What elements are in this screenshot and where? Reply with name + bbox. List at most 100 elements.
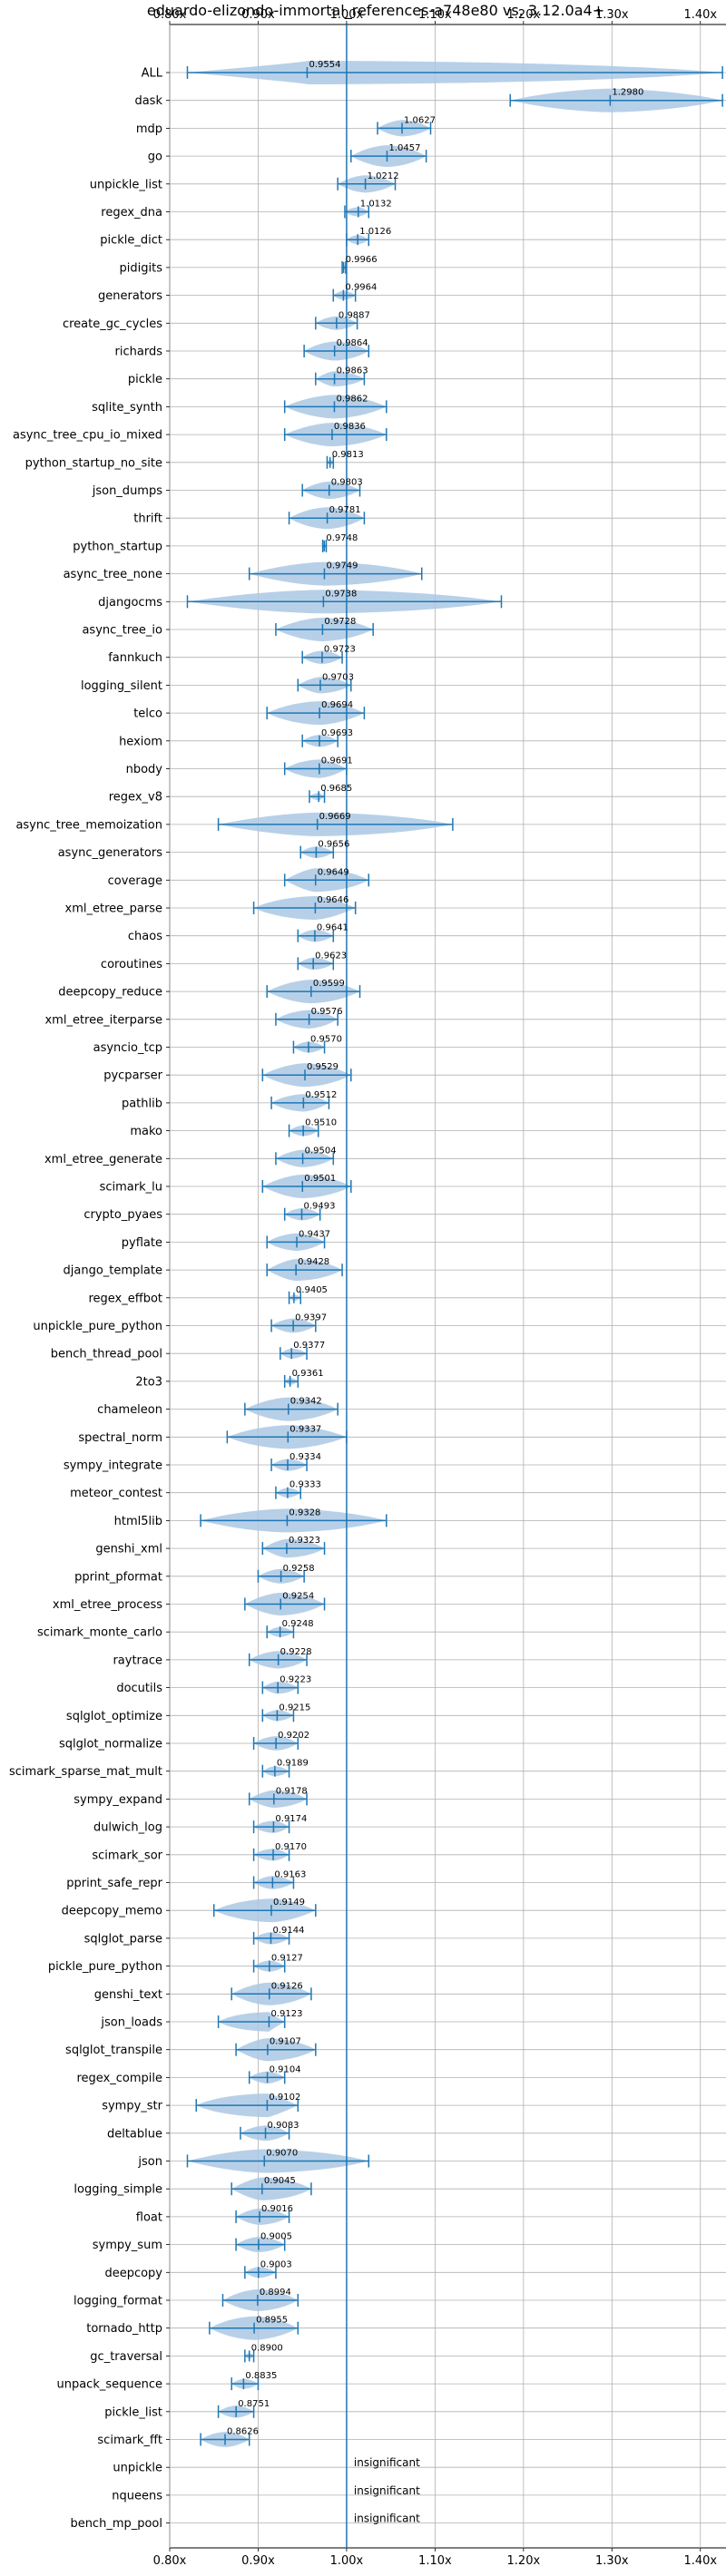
value-label: 0.9170 <box>275 1842 307 1852</box>
value-label: 0.8900 <box>251 2343 283 2353</box>
x-tick-label-bottom: 0.90x <box>241 2554 275 2568</box>
value-labels: 0.9554 1.2980 1.0627 1.0457 1.0212 1.0132 1.01… <box>227 60 643 2525</box>
y-label: xml_etree_generate <box>44 1153 162 1166</box>
value-label: 1.0132 <box>360 200 392 210</box>
value-label: 0.9781 <box>329 505 361 515</box>
value-label: 0.9189 <box>277 1759 309 1769</box>
value-label: 0.9510 <box>305 1118 337 1128</box>
y-label: ALL <box>142 67 163 81</box>
y-label: tornado_http <box>86 2322 162 2336</box>
y-label: logging_simple <box>74 2183 162 2197</box>
y-label: scimark_fft <box>97 2434 162 2447</box>
y-label: scimark_lu <box>100 1181 162 1195</box>
y-label: regex_effbot <box>88 1292 162 1305</box>
value-label: 0.9813 <box>332 450 364 460</box>
y-label: pycparser <box>103 1069 162 1083</box>
y-label: deepcopy <box>104 2267 162 2280</box>
value-label: 0.9215 <box>279 1703 310 1712</box>
value-label: 0.9576 <box>311 1007 343 1017</box>
y-label: async_tree_none <box>64 568 162 581</box>
value-label: 0.9361 <box>292 1369 324 1379</box>
y-label: deepcopy_memo <box>62 1905 162 1918</box>
y-label: dulwich_log <box>93 1821 162 1835</box>
value-label: 0.9512 <box>305 1090 337 1100</box>
y-label: nqueens <box>112 2489 162 2503</box>
y-label: thrift <box>133 512 162 526</box>
y-label: async_tree_cpu_io_mixed <box>13 429 162 443</box>
value-label: 0.8626 <box>227 2427 259 2437</box>
y-label: async_tree_memoization <box>15 818 162 832</box>
value-label: 0.9104 <box>270 2064 301 2074</box>
value-label: 0.9863 <box>337 366 368 376</box>
value-label: 0.9748 <box>326 533 358 543</box>
value-label: 0.9016 <box>261 2204 293 2214</box>
y-label: async_generators <box>58 846 163 860</box>
x-tick-label-top: 1.20x <box>507 8 541 22</box>
y-label: generators <box>98 289 162 303</box>
y-label: nbody <box>126 763 163 776</box>
value-label: 1.0212 <box>368 171 399 181</box>
value-label: 0.9163 <box>274 1870 306 1880</box>
value-label: 0.9529 <box>307 1062 338 1072</box>
value-label: 0.9178 <box>276 1786 308 1796</box>
y-label: telco <box>133 707 162 721</box>
value-label: 0.9703 <box>322 672 354 682</box>
y-axis-labels: ALL dask mdp go unpickle_list regex_dnapickle… <box>9 67 170 2531</box>
x-tick-label-top: 0.80x <box>153 8 187 22</box>
y-label: unpickle <box>113 2462 162 2475</box>
value-label: 1.2980 <box>612 88 643 98</box>
value-label: 0.9493 <box>304 1202 336 1212</box>
y-label: docutils <box>116 1682 162 1695</box>
value-label: 0.9649 <box>318 867 349 877</box>
value-label: 0.9127 <box>271 1954 303 1964</box>
y-label: sqlglot_parse <box>84 1932 162 1946</box>
value-label: 0.9258 <box>283 1564 315 1574</box>
y-label: xml_etree_parse <box>65 903 162 916</box>
y-label: deepcopy_reduce <box>58 986 162 1000</box>
y-label: sqlite_synth <box>92 401 162 415</box>
value-label: 0.9669 <box>319 812 351 822</box>
x-axis-ticks: 0.80x 0.80x 0.90x 0.90x 1.00x 1.00x 1.10x 1.10x… <box>153 8 718 2568</box>
y-label: sympy_expand <box>74 1793 162 1807</box>
value-label: 0.9083 <box>268 2121 299 2131</box>
value-label: 0.9045 <box>264 2176 296 2186</box>
y-label: sympy_integrate <box>64 1459 162 1473</box>
value-label: 0.9694 <box>321 700 353 710</box>
value-label: 0.9070 <box>266 2149 298 2159</box>
value-label: 1.0457 <box>388 143 420 153</box>
x-tick-label-bottom: 1.30x <box>595 2554 629 2568</box>
x-tick-label-top: 1.30x <box>595 8 629 22</box>
y-label: hexiom <box>119 735 162 748</box>
value-label: 0.9149 <box>273 1898 305 1908</box>
value-label: 1.0126 <box>359 227 391 237</box>
y-label: async_tree_io <box>82 624 162 638</box>
y-label: sqlglot_transpile <box>65 2044 162 2057</box>
value-label: 0.8955 <box>256 2316 288 2326</box>
value-label: 0.8835 <box>245 2371 277 2381</box>
value-label: 0.9728 <box>324 617 356 627</box>
value-label: 0.9887 <box>338 310 370 320</box>
value-label: 0.9749 <box>326 561 358 571</box>
value-label: 0.9966 <box>346 255 378 265</box>
x-tick-label-top: 1.40x <box>683 8 717 22</box>
y-label: sqlglot_optimize <box>66 1710 162 1723</box>
value-label: 0.9405 <box>296 1285 328 1295</box>
y-label: scimark_sor <box>92 1849 162 1862</box>
y-label: gc_traversal <box>90 2350 162 2364</box>
y-label: mdp <box>136 122 162 136</box>
value-label: 0.9126 <box>271 1981 303 1991</box>
value-label: 0.9656 <box>318 840 349 850</box>
y-label: asyncio_tcp <box>93 1041 162 1055</box>
y-label: regex_v8 <box>109 791 162 805</box>
y-label: pickle_dict <box>100 234 162 248</box>
chart-title: eduardo-elizondo-immortal_references-a74… <box>147 2 604 20</box>
y-label: python_startup_no_site <box>25 456 162 470</box>
y-label: bench_thread_pool <box>51 1348 162 1361</box>
value-label: 0.9107 <box>270 2037 301 2047</box>
y-label: mako <box>130 1125 162 1138</box>
y-label: python_startup <box>73 540 162 553</box>
y-label: chameleon <box>97 1403 162 1417</box>
value-label: 0.9723 <box>324 645 356 655</box>
y-label: fannkuch <box>108 651 162 665</box>
y-label: html5lib <box>114 1515 162 1528</box>
